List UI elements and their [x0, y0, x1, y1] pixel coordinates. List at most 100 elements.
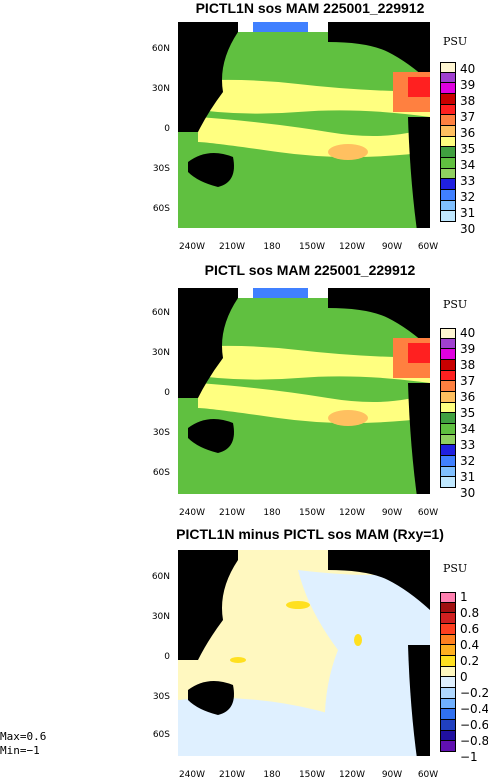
lat-label: 30S: [152, 692, 170, 702]
colorbar-swatch: [440, 125, 456, 137]
lon-label: 180: [263, 770, 281, 780]
colorbar-swatch: [440, 93, 456, 105]
lon-label: 240W: [178, 770, 206, 780]
colorbar-swatch: [440, 200, 456, 212]
lon-label: 60W: [417, 508, 439, 518]
panel-title: PICTL1N minus PICTL sos MAM (Rxy=1): [176, 526, 444, 542]
salinity-map: [178, 22, 430, 238]
colorbar-label: 37: [460, 110, 476, 124]
colorbar-swatch: [440, 83, 456, 94]
lon-label: 90W: [381, 242, 403, 252]
lon-label: 150W: [298, 770, 326, 780]
colorbar: [440, 328, 456, 488]
stats-max: Max=0.6: [0, 730, 47, 743]
lon-label: 150W: [298, 242, 326, 252]
colorbar-label: −0.6: [460, 718, 488, 732]
colorbar-swatch: [440, 157, 456, 169]
lon-label: 120W: [338, 770, 366, 780]
colorbar-label: 31: [460, 206, 476, 220]
lat-label: 30N: [151, 84, 170, 94]
lon-label: 180: [263, 508, 281, 518]
colorbar-swatch: [440, 623, 456, 635]
colorbar-swatch: [440, 211, 456, 222]
unit-label: PSU: [443, 298, 468, 311]
lat-label: 30N: [151, 612, 170, 622]
colorbar-label: 1: [460, 590, 468, 604]
colorbar: [440, 62, 456, 222]
colorbar-swatch: [440, 115, 456, 126]
colorbar-swatch: [440, 136, 456, 148]
colorbar-swatch: [440, 730, 456, 742]
colorbar-swatch: [440, 402, 456, 414]
colorbar-label: −0.8: [460, 734, 488, 748]
colorbar-label: 33: [460, 438, 476, 452]
colorbar-swatch: [440, 62, 456, 73]
lon-label: 90W: [381, 508, 403, 518]
unit-label: PSU: [443, 35, 468, 48]
colorbar-label: 39: [460, 342, 476, 356]
colorbar-swatch: [440, 359, 456, 371]
lon-label: 150W: [298, 508, 326, 518]
colorbar-swatch: [440, 72, 456, 84]
lat-label: 30S: [152, 164, 170, 174]
colorbar-swatch: [440, 666, 456, 678]
colorbar-swatch: [440, 645, 456, 656]
lat-label: 60S: [152, 204, 170, 214]
colorbar-label: 34: [460, 158, 476, 172]
colorbar-label: 31: [460, 470, 476, 484]
colorbar-swatch: [440, 655, 456, 667]
colorbar-swatch: [440, 602, 456, 614]
colorbar-swatch: [440, 634, 456, 646]
lat-label: 60N: [151, 572, 170, 582]
colorbar-swatch: [440, 445, 456, 456]
colorbar-swatch: [440, 423, 456, 435]
colorbar-label: 38: [460, 358, 476, 372]
lat-label: 30S: [152, 428, 170, 438]
colorbar-label: −0.4: [460, 702, 488, 716]
colorbar-swatch: [440, 592, 456, 603]
unit-label: PSU: [443, 562, 468, 575]
panel-title: PICTL sos MAM 225001_229912: [204, 262, 416, 278]
colorbar-swatch: [440, 741, 456, 752]
colorbar-label: 33: [460, 174, 476, 188]
colorbar-label: 30: [460, 486, 476, 500]
lat-label: 60S: [152, 468, 170, 478]
colorbar-label: 36: [460, 126, 476, 140]
lat-label: 0: [164, 388, 170, 398]
colorbar-swatch: [440, 477, 456, 488]
colorbar-swatch: [440, 413, 456, 424]
lat-label: 0: [164, 124, 170, 134]
lat-label: 0: [164, 652, 170, 662]
colorbar-swatch: [440, 434, 456, 446]
colorbar-swatch: [440, 370, 456, 382]
colorbar-swatch: [440, 677, 456, 688]
lon-label: 240W: [178, 242, 206, 252]
colorbar-swatch: [440, 466, 456, 478]
colorbar-label: 40: [460, 326, 476, 340]
difference-map: [178, 550, 430, 766]
colorbar-label: 35: [460, 406, 476, 420]
colorbar-label: 39: [460, 78, 476, 92]
lat-label: 60S: [152, 730, 170, 740]
lon-label: 210W: [218, 508, 246, 518]
salinity-map: [178, 288, 430, 504]
colorbar-swatch: [440, 613, 456, 624]
colorbar-label: 0: [460, 670, 468, 684]
colorbar-label: −1: [460, 750, 478, 764]
colorbar-label: 36: [460, 390, 476, 404]
colorbar-label: 35: [460, 142, 476, 156]
colorbar-label: 32: [460, 454, 476, 468]
colorbar-swatch: [440, 104, 456, 116]
colorbar-label: 34: [460, 422, 476, 436]
colorbar-label: 38: [460, 94, 476, 108]
colorbar-label: 30: [460, 222, 476, 236]
panel-title: PICTL1N sos MAM 225001_229912: [195, 0, 425, 16]
lat-label: 30N: [151, 348, 170, 358]
colorbar-label: 0.8: [460, 606, 480, 620]
colorbar-swatch: [440, 147, 456, 158]
colorbar-label: −0.2: [460, 686, 488, 700]
stats-min: Min=−1: [0, 744, 40, 757]
colorbar-swatch: [440, 381, 456, 392]
lon-label: 210W: [218, 242, 246, 252]
lat-label: 60N: [151, 308, 170, 318]
